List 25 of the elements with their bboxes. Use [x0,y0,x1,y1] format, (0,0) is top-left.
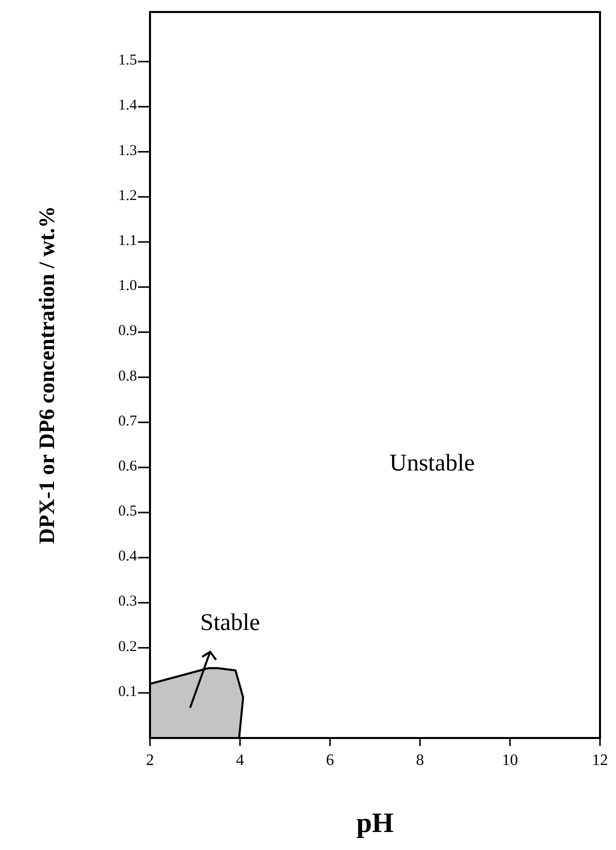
y-tick-label: 0.8 [118,368,137,384]
x-tick-label: 10 [502,752,518,769]
y-axis-title: DPX-1 or DP6 concentration / wt.% [34,206,59,544]
x-tick-label: 6 [326,752,334,769]
y-tick-label: 1.1 [118,232,137,249]
y-tick-label: 0.6 [118,458,138,474]
y-tick-label: 1.5 [118,52,137,69]
y-tick-label: 0.3 [118,594,137,610]
y-tick-label: 0.9 [118,323,137,340]
y-tick-label: 1.0 [118,278,137,294]
y-tick-label: 0.2 [118,638,137,655]
y-tick-label: 0.7 [118,413,138,430]
x-tick-label: 8 [416,752,424,769]
annotation: Unstable [389,450,475,477]
x-tick-label: 4 [236,752,244,769]
x-axis-title: pH [356,808,394,839]
x-tick-label: 12 [592,752,608,769]
y-tick-label: 1.3 [118,142,137,159]
y-tick-label: 0.5 [118,504,137,520]
y-tick-label: 1.4 [118,98,138,114]
y-tick-label: 0.1 [118,684,137,700]
y-tick-label: 1.2 [118,188,137,204]
annotation: Stable [200,610,260,636]
x-tick-label: 2 [146,752,154,769]
y-tick-label: 0.4 [118,548,138,565]
